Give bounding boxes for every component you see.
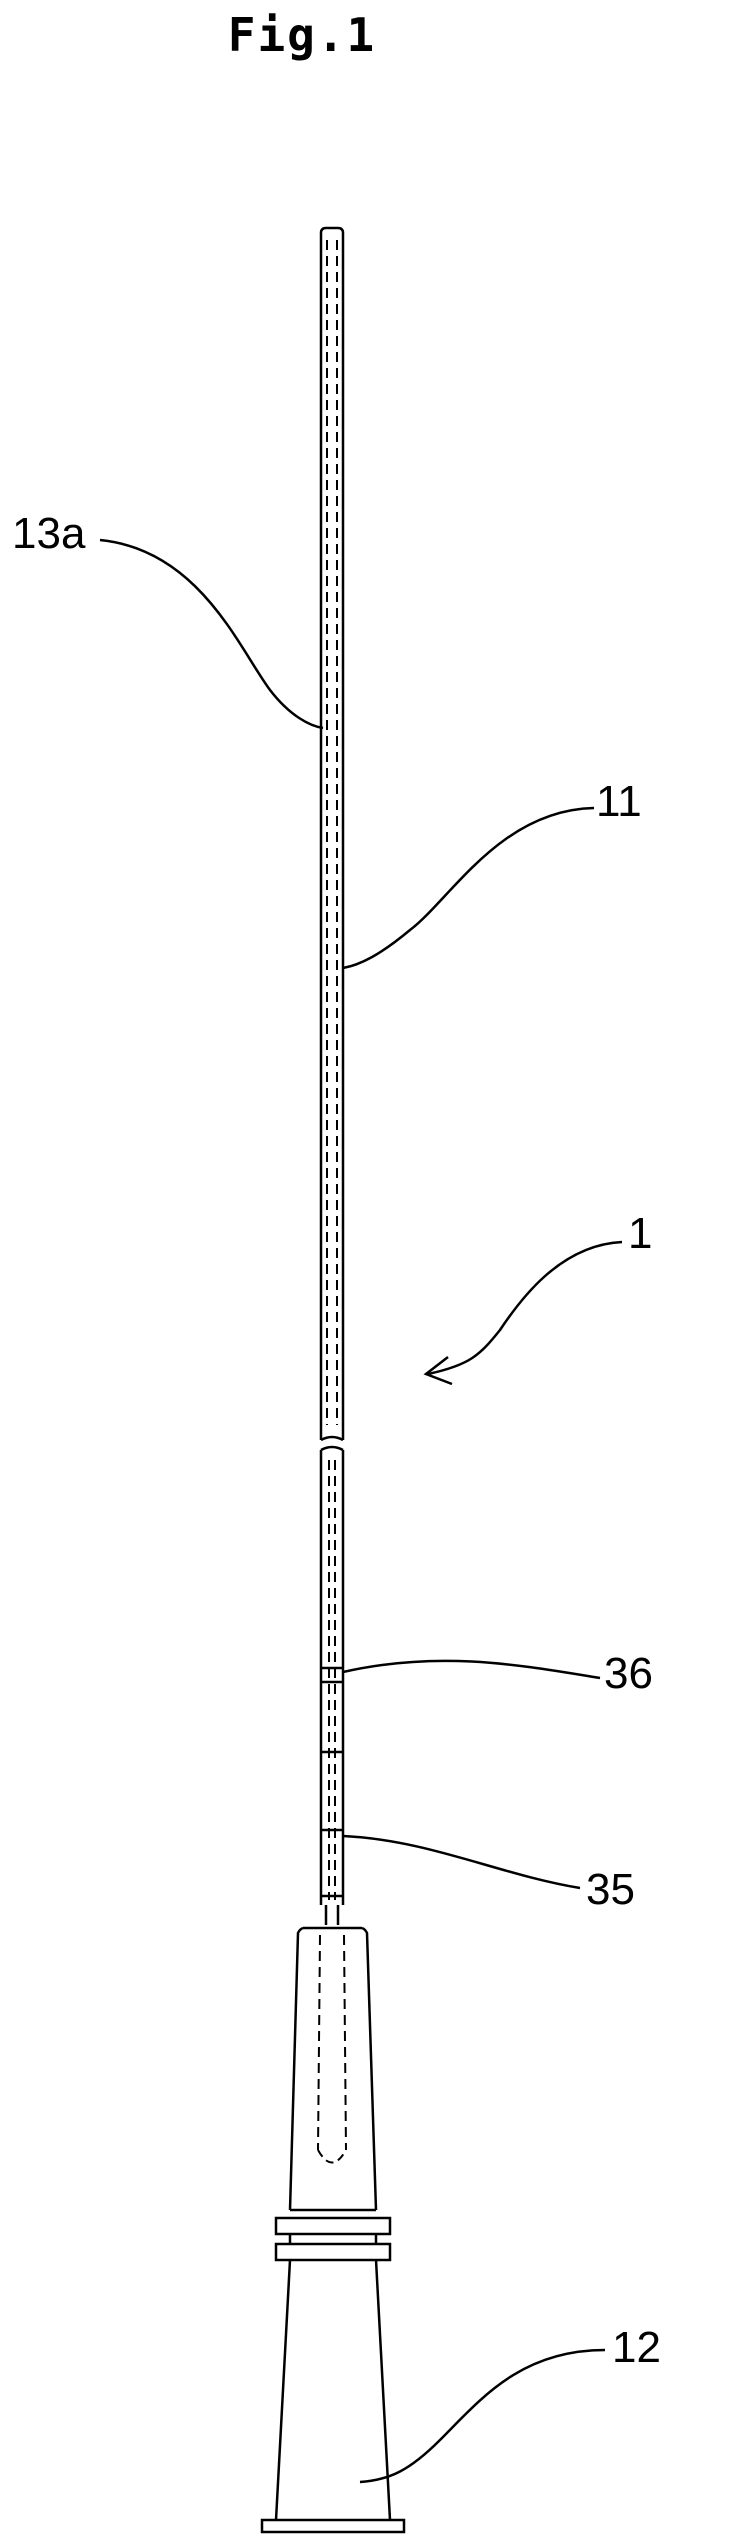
- lower-shaft: [321, 1450, 343, 1905]
- leader-13a: [100, 540, 323, 728]
- label-13a: 13a: [12, 512, 85, 556]
- assembly-arrow: [426, 1242, 622, 1384]
- hub: [262, 1905, 404, 2532]
- leader-12: [360, 2350, 605, 2482]
- upper-tube: [321, 228, 343, 1450]
- leader-35: [343, 1836, 580, 1888]
- label-35: 35: [586, 1868, 635, 1912]
- label-12: 12: [612, 2326, 661, 2370]
- leader-36: [343, 1661, 600, 1678]
- label-11: 11: [596, 780, 642, 824]
- leader-11: [343, 808, 594, 968]
- label-36: 36: [604, 1652, 653, 1696]
- label-1: 1: [628, 1212, 652, 1256]
